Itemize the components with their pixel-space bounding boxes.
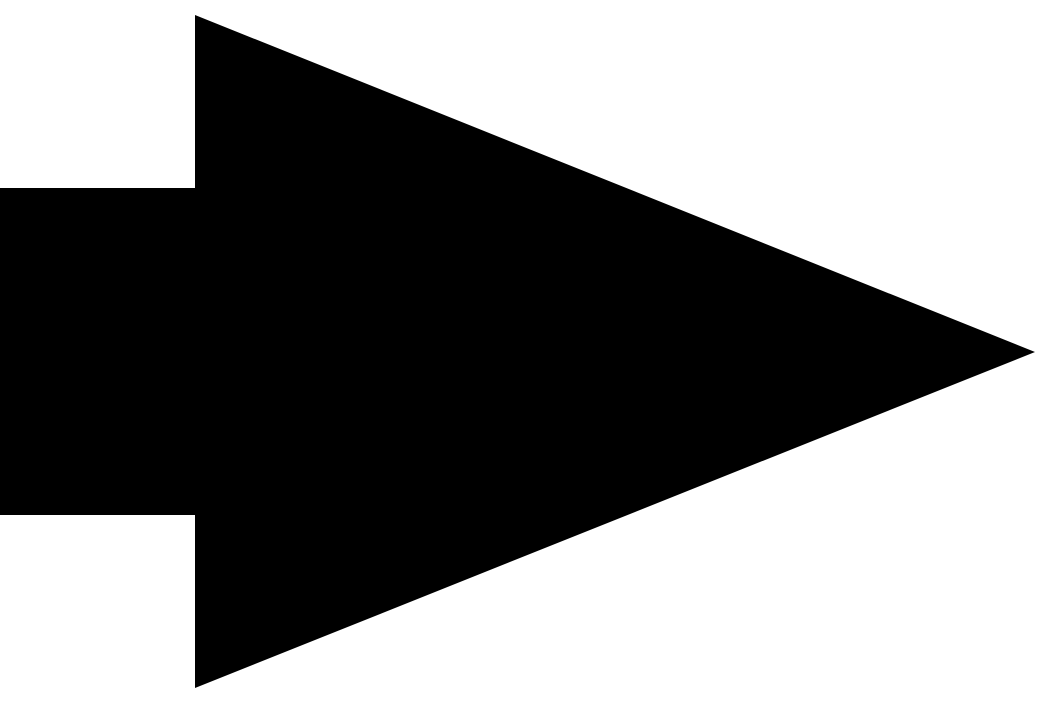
arrow-shape xyxy=(0,15,1035,688)
